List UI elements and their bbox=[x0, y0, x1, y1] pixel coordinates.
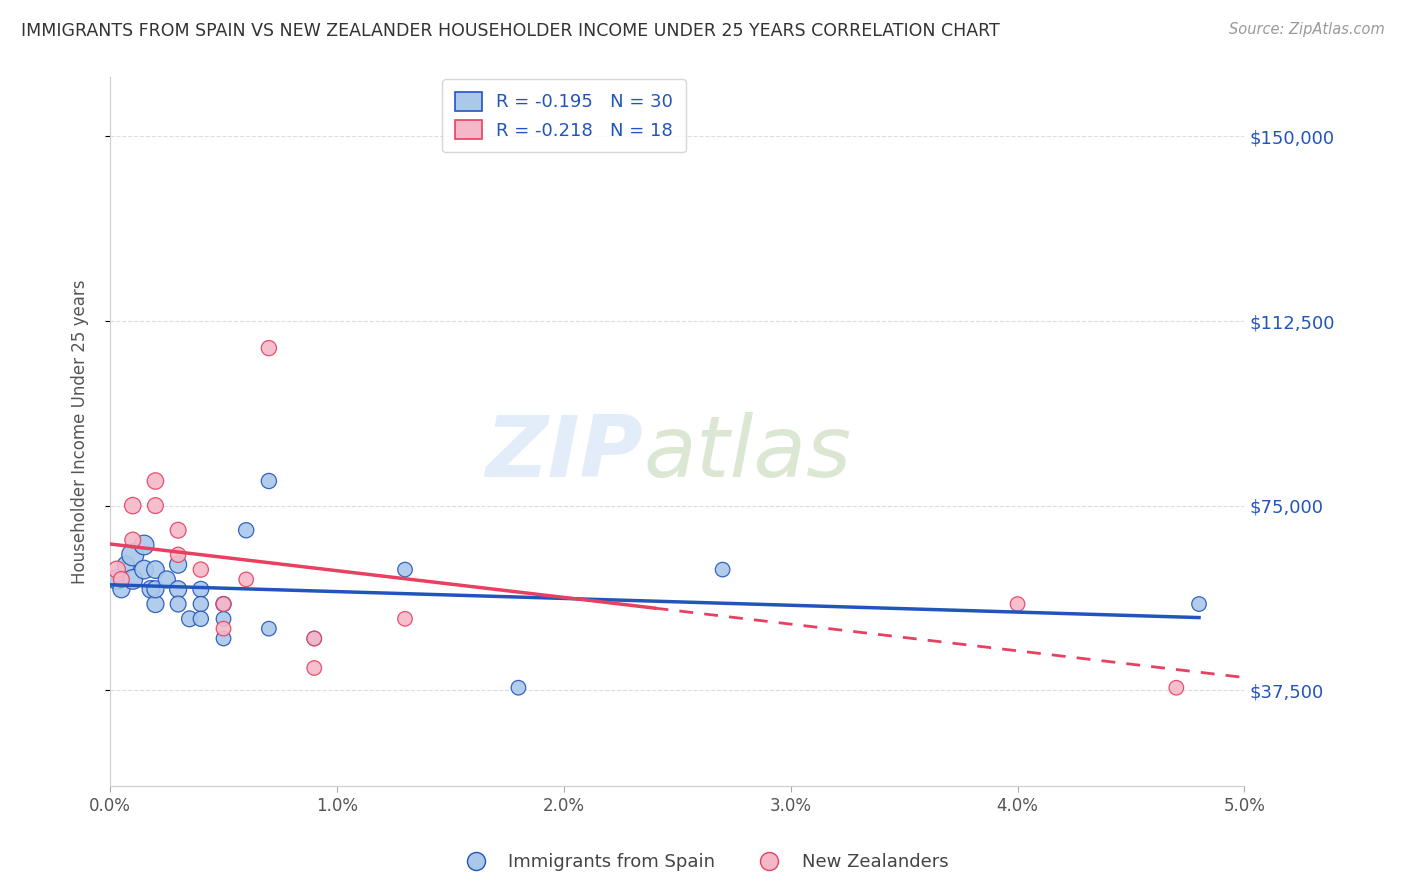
Legend: R = -0.195   N = 30, R = -0.218   N = 18: R = -0.195 N = 30, R = -0.218 N = 18 bbox=[441, 79, 686, 153]
Point bbox=[190, 563, 212, 577]
Point bbox=[145, 474, 167, 488]
Point bbox=[508, 681, 530, 695]
Point bbox=[1188, 597, 1211, 611]
Point bbox=[110, 573, 132, 587]
Point bbox=[212, 612, 235, 626]
Point bbox=[1166, 681, 1188, 695]
Point bbox=[257, 474, 280, 488]
Point bbox=[167, 597, 190, 611]
Point bbox=[190, 582, 212, 597]
Point bbox=[212, 597, 235, 611]
Point bbox=[132, 563, 155, 577]
Point bbox=[167, 548, 190, 562]
Point bbox=[105, 563, 128, 577]
Point bbox=[110, 582, 132, 597]
Point bbox=[121, 533, 143, 547]
Text: Source: ZipAtlas.com: Source: ZipAtlas.com bbox=[1229, 22, 1385, 37]
Point bbox=[257, 622, 280, 636]
Point bbox=[121, 573, 143, 587]
Point bbox=[394, 612, 416, 626]
Point bbox=[145, 597, 167, 611]
Text: ZIP: ZIP bbox=[485, 411, 643, 494]
Point bbox=[212, 597, 235, 611]
Y-axis label: Householder Income Under 25 years: Householder Income Under 25 years bbox=[72, 279, 89, 584]
Point bbox=[145, 563, 167, 577]
Point bbox=[711, 563, 734, 577]
Point bbox=[235, 573, 257, 587]
Point bbox=[304, 661, 326, 675]
Point bbox=[212, 632, 235, 646]
Point bbox=[167, 582, 190, 597]
Point bbox=[145, 582, 167, 597]
Point bbox=[132, 538, 155, 552]
Legend: Immigrants from Spain, New Zealanders: Immigrants from Spain, New Zealanders bbox=[450, 847, 956, 879]
Point bbox=[139, 582, 162, 597]
Point bbox=[179, 612, 201, 626]
Text: IMMIGRANTS FROM SPAIN VS NEW ZEALANDER HOUSEHOLDER INCOME UNDER 25 YEARS CORRELA: IMMIGRANTS FROM SPAIN VS NEW ZEALANDER H… bbox=[21, 22, 1000, 40]
Point bbox=[304, 632, 326, 646]
Point bbox=[115, 558, 138, 572]
Point bbox=[156, 573, 179, 587]
Point bbox=[145, 499, 167, 513]
Point bbox=[167, 558, 190, 572]
Point bbox=[121, 548, 143, 562]
Point bbox=[394, 563, 416, 577]
Point bbox=[190, 597, 212, 611]
Point bbox=[1007, 597, 1029, 611]
Text: atlas: atlas bbox=[643, 411, 851, 494]
Point bbox=[304, 632, 326, 646]
Point bbox=[121, 499, 143, 513]
Point bbox=[190, 612, 212, 626]
Point bbox=[235, 523, 257, 537]
Point bbox=[257, 341, 280, 355]
Point bbox=[167, 523, 190, 537]
Point bbox=[105, 573, 128, 587]
Point bbox=[212, 622, 235, 636]
